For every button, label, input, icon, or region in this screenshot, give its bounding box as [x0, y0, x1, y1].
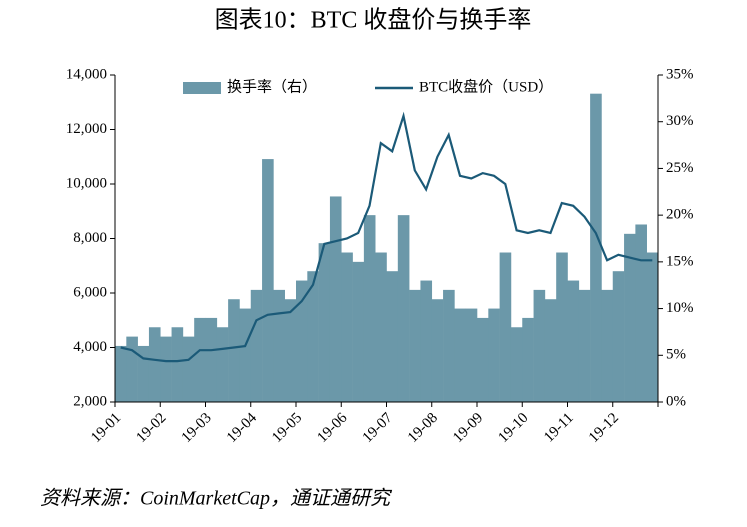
bar: [216, 327, 229, 402]
bar: [443, 289, 455, 402]
bar: [284, 299, 297, 402]
bar: [375, 252, 387, 402]
y2-tick-label: 5%: [666, 347, 686, 363]
bar: [148, 327, 161, 402]
bar: [160, 336, 172, 402]
y-tick-label: 8,000: [73, 230, 107, 246]
bar: [477, 317, 489, 402]
bar: [409, 289, 421, 402]
bar: [250, 289, 263, 402]
x-tick-label: 19-08: [405, 410, 441, 446]
chart-title: 图表10：BTC 收盘价与换手率: [215, 7, 532, 34]
bar: [329, 196, 342, 402]
bar: [601, 289, 614, 402]
bar: [228, 299, 240, 402]
bar: [137, 345, 150, 402]
bar: [363, 215, 376, 402]
y2-tick-label: 0%: [666, 393, 686, 409]
x-tick-label: 19-07: [360, 410, 396, 446]
bar: [386, 271, 399, 402]
bar: [578, 289, 591, 402]
y2-tick-label: 30%: [666, 113, 694, 129]
bar: [556, 252, 568, 402]
x-tick-label: 19-12: [586, 410, 622, 446]
bar: [533, 289, 546, 402]
legend-swatch: [183, 82, 221, 94]
bar: [171, 327, 184, 402]
y2-tick-label: 20%: [666, 207, 694, 223]
bar: [341, 252, 353, 402]
y2-tick-label: 25%: [666, 160, 694, 176]
bar: [624, 233, 636, 402]
bar: [205, 317, 218, 402]
bar: [296, 280, 308, 402]
x-tick-label: 19-05: [269, 410, 305, 446]
bar: [397, 215, 410, 402]
legend-label: BTC收盘价（USD）: [419, 77, 553, 95]
y-tick-label: 2,000: [73, 393, 107, 409]
x-tick-label: 19-02: [133, 410, 169, 446]
bar: [318, 243, 331, 402]
source: 资料来源：CoinMarketCap，通证通研究: [40, 488, 393, 510]
x-tick-label: 19-10: [495, 410, 531, 446]
x-tick-label: 19-03: [179, 410, 215, 446]
bar: [567, 280, 580, 402]
x-tick-label: 19-04: [224, 410, 260, 446]
x-tick-label: 19-06: [314, 410, 350, 446]
y-tick-label: 14,000: [66, 66, 107, 82]
bar: [635, 224, 647, 402]
bar: [646, 252, 659, 402]
bar: [544, 299, 557, 402]
y2-tick-label: 15%: [666, 253, 694, 269]
bar: [431, 299, 444, 402]
x-tick-label: 19-01: [88, 410, 124, 446]
bar: [465, 308, 478, 402]
bar: [273, 289, 285, 402]
y-tick-label: 12,000: [66, 121, 107, 137]
y-tick-label: 10,000: [66, 175, 107, 191]
bar: [522, 317, 534, 402]
x-tick-label: 19-09: [450, 410, 486, 446]
bar: [420, 280, 433, 402]
bar: [590, 93, 602, 402]
x-tick-label: 19-11: [541, 410, 577, 446]
bar: [182, 336, 195, 402]
price-line: [120, 111, 653, 363]
bar: [499, 252, 512, 402]
bar: [239, 308, 252, 402]
bar: [454, 308, 466, 402]
legend-label: 换手率（右）: [227, 78, 317, 95]
bar: [612, 271, 625, 402]
y-tick-label: 6,000: [73, 284, 107, 300]
bar: [488, 308, 500, 402]
y2-tick-label: 35%: [666, 66, 694, 82]
bar: [115, 345, 127, 402]
bar: [510, 327, 523, 402]
bar: [352, 261, 365, 402]
bar: [194, 317, 206, 402]
y2-tick-label: 10%: [666, 300, 694, 316]
bar: [307, 271, 319, 402]
y-tick-label: 4,000: [73, 339, 107, 355]
bar: [126, 336, 138, 402]
bar: [262, 159, 274, 402]
